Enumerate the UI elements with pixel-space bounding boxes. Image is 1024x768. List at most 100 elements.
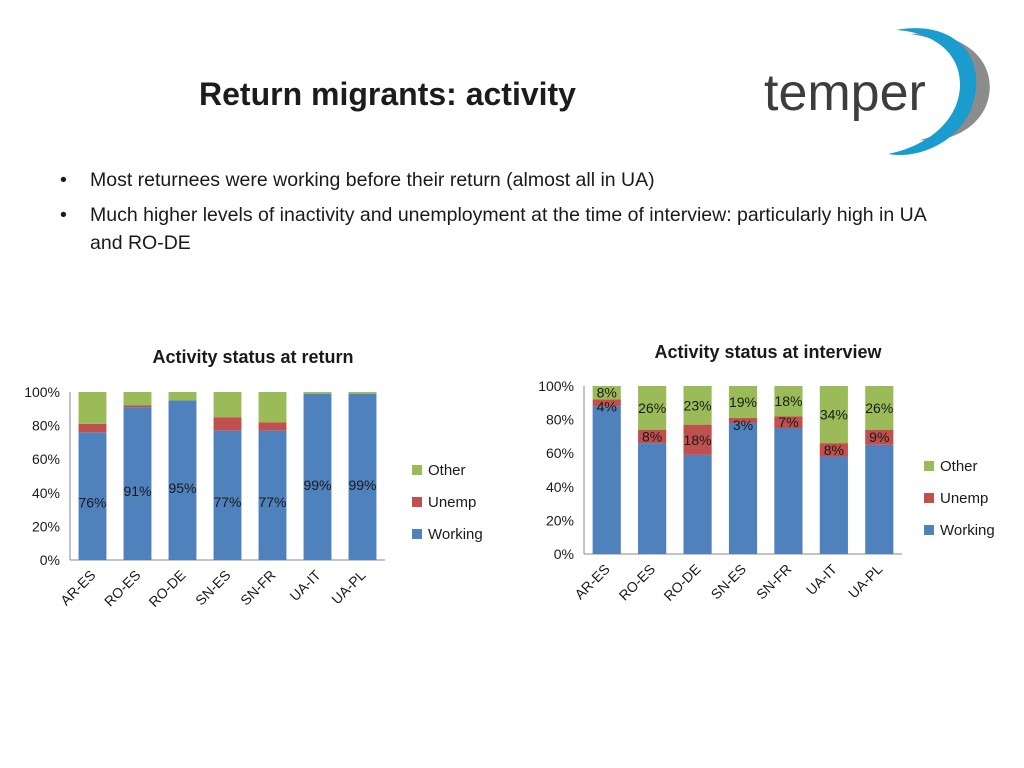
bar-unemp-sn-es [728, 417, 758, 423]
x-tick-label: UA-PL [328, 567, 369, 608]
bar-other-ua-pl [348, 392, 377, 394]
bar-other-ro-de [168, 392, 197, 401]
legend-swatch-unemp [924, 493, 934, 503]
data-label: 18% [684, 432, 712, 448]
bar-unemp-ua-it [819, 443, 848, 457]
bar-working-ro-es [123, 407, 152, 560]
legend-swatch-working [924, 525, 934, 535]
x-tick-label: RO-ES [616, 561, 659, 604]
y-tick-label: 40% [32, 485, 60, 501]
logo-swoosh-blue-icon [888, 28, 977, 156]
data-label: 18% [774, 393, 802, 409]
y-tick-label: 80% [32, 418, 60, 434]
data-label: 95% [168, 480, 196, 496]
x-tick-label: SN-FR [237, 567, 279, 609]
bar-other-ro-es [123, 392, 152, 406]
bar-unemp-ro-de [683, 424, 712, 455]
chart-at-interview: Activity status at interview 0% 20% 40% 60% 8… [512, 330, 1024, 660]
bar-other-sn-es [728, 386, 758, 418]
data-label: 76% [78, 495, 106, 511]
chart-title: Activity status at return [152, 347, 353, 367]
bullet-symbol: • [60, 204, 67, 226]
bar-working-ar-es [592, 406, 621, 554]
x-tick-label: AR-ES [57, 567, 99, 609]
bar-working-sn-es [728, 422, 758, 554]
bar-working-sn-fr [774, 428, 803, 554]
data-label: 9% [869, 429, 889, 445]
bar-unemp-ro-es [638, 429, 667, 444]
bullet-text: Much higher levels of inactivity and une… [90, 204, 926, 254]
bar-unemp-sn-fr [258, 422, 287, 431]
x-tick-label: SN-FR [753, 561, 795, 603]
data-label: 23% [684, 397, 712, 413]
data-label: 8% [642, 428, 662, 444]
bar-working-ua-it [819, 456, 848, 554]
legend-swatch-other [924, 461, 934, 471]
bar-working-ro-es [638, 443, 667, 554]
x-tick-label: SN-ES [192, 567, 234, 609]
bar-unemp-ro-es [123, 405, 152, 408]
slide-title: Return migrants: activity [199, 76, 576, 112]
y-tick-label: 60% [32, 451, 60, 467]
bar-working-sn-fr [258, 430, 287, 560]
data-label: 99% [303, 477, 331, 493]
bar-working-sn-es [213, 430, 242, 560]
bar-other-ua-pl [865, 386, 894, 430]
x-tick-label: UA-IT [286, 566, 323, 603]
data-label: 8% [824, 442, 844, 458]
legend-swatch-other [412, 465, 422, 475]
chart-at-return-svg: Activity status at return 0% 20% 40% 60% 80% 1… [24, 347, 483, 610]
chart-title: Activity status at interview [654, 342, 882, 362]
bar-unemp-ua-pl [865, 429, 894, 445]
legend-label-other: Other [428, 462, 466, 479]
bar-working-ua-pl [348, 393, 377, 560]
y-tick-label: 100% [538, 378, 574, 394]
chart-at-return: Activity status at return 0% 20% 40% 60% 80% 1… [0, 330, 512, 660]
data-label: 8% [597, 385, 617, 401]
bar-working-ua-pl [865, 444, 894, 554]
bullet-list: • Most returnees were working before the… [58, 166, 958, 264]
bar-working-ua-it [303, 393, 332, 560]
bar-unemp-ar-es [592, 399, 621, 407]
y-tick-label: 0% [40, 552, 60, 568]
data-label: 91% [123, 483, 151, 499]
bar-other-ua-it [303, 392, 332, 394]
logo-text: temper [764, 64, 926, 122]
y-tick-label: 20% [32, 518, 60, 534]
legend-label-working: Working [940, 522, 995, 539]
bar-other-sn-fr [258, 392, 287, 423]
bullet-item: • Much higher levels of inactivity and u… [58, 201, 958, 257]
bar-working-ro-de [168, 400, 197, 560]
bar-other-ar-es [592, 386, 621, 400]
x-tick-label: AR-ES [571, 561, 613, 603]
bar-unemp-sn-fr [774, 416, 803, 428]
bar-other-ua-it [819, 386, 848, 444]
bar-working-ar-es [78, 432, 107, 560]
bar-other-sn-es [213, 392, 242, 418]
chart-at-interview-svg: Activity status at interview 0% 20% 40% 60% 8… [538, 342, 995, 604]
data-label: 3% [733, 417, 753, 433]
data-label: 34% [820, 407, 848, 423]
x-tick-label: UA-IT [803, 560, 840, 597]
bar-other-sn-fr [774, 386, 803, 417]
data-label: 77% [258, 494, 286, 510]
legend-swatch-working [412, 529, 422, 539]
bullet-symbol: • [60, 169, 67, 191]
data-label: 19% [729, 394, 757, 410]
y-tick-label: 0% [554, 546, 574, 562]
temper-logo: temper [764, 28, 990, 156]
bar-other-ar-es [78, 392, 107, 424]
bar-unemp-sn-es [213, 417, 242, 431]
x-tick-label: SN-ES [708, 561, 750, 603]
data-label: 26% [865, 400, 893, 416]
data-label: 99% [348, 477, 376, 493]
bar-other-ro-de [683, 386, 712, 425]
y-tick-label: 100% [24, 384, 60, 400]
legend-label-other: Other [940, 458, 978, 475]
data-label: 26% [638, 400, 666, 416]
y-tick-label: 60% [546, 445, 574, 461]
data-label: 4% [597, 398, 617, 414]
y-tick-label: 80% [546, 412, 574, 428]
bar-working-ro-de [683, 454, 712, 554]
x-tick-label: RO-ES [101, 567, 144, 610]
